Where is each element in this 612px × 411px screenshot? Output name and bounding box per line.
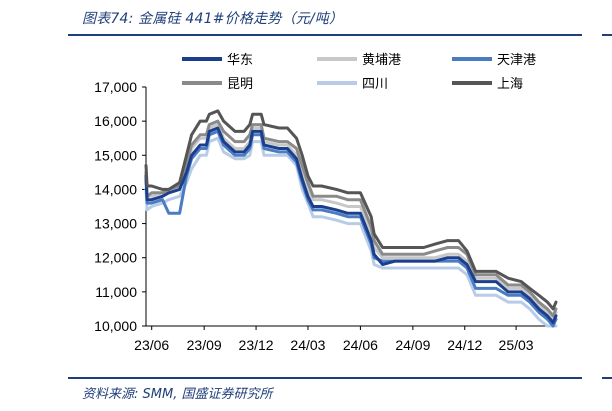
series-line-0 xyxy=(144,126,558,325)
series-line-1 xyxy=(144,123,558,321)
y-tick-label: 15,000 xyxy=(94,147,137,163)
y-tick-label: 10,000 xyxy=(94,318,137,334)
y-tick-label: 12,000 xyxy=(94,250,137,266)
x-tick-label: 24/12 xyxy=(447,337,482,353)
y-tick-label: 13,000 xyxy=(94,216,137,232)
x-tick-label: 23/09 xyxy=(187,337,222,353)
edge-mark-top xyxy=(602,34,612,36)
chart-series xyxy=(144,109,558,328)
edge-mark-bottom xyxy=(602,377,612,379)
x-tick-label: 23/12 xyxy=(239,337,274,353)
series-line-3 xyxy=(144,119,558,318)
legend-label-3: 昆明 xyxy=(227,77,253,92)
series-line-4 xyxy=(144,136,558,328)
source-rule xyxy=(68,377,582,379)
title-rule xyxy=(68,34,582,36)
y-tick-label: 17,000 xyxy=(94,79,137,95)
x-tick-label: 24/03 xyxy=(290,337,325,353)
y-tick-label: 16,000 xyxy=(94,113,137,129)
legend-label-2: 天津港 xyxy=(497,53,536,68)
y-tick-label: 14,000 xyxy=(94,181,137,197)
x-tick-label: 23/06 xyxy=(134,337,169,353)
x-tick-label: 24/09 xyxy=(395,337,430,353)
y-tick-label: 11,000 xyxy=(95,284,137,300)
legend-label-5: 上海 xyxy=(497,77,523,92)
legend-label-4: 四川 xyxy=(362,77,388,92)
series-line-5 xyxy=(144,109,558,311)
chart-axes: 10,000 11,000 12,000 13,000 14,000 15,000 16,0… xyxy=(94,79,556,353)
figure-title: 图表74: 金属硅 441#价格走势（元/吨） xyxy=(82,11,344,27)
legend-label-1: 黄埔港 xyxy=(362,53,401,68)
series-line-2 xyxy=(144,129,558,328)
x-tick-label: 24/06 xyxy=(343,337,378,353)
legend-label-0: 华东 xyxy=(227,53,253,68)
source-note: 资料来源: SMM, 国盛证券研究所 xyxy=(82,387,273,402)
x-tick-label: 25/03 xyxy=(499,337,534,353)
